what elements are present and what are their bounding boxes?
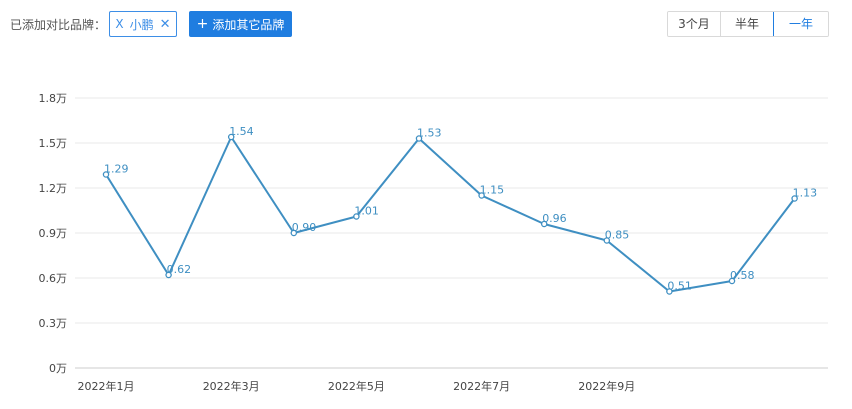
x-tick-label: 2022年3月 [203, 379, 260, 393]
y-tick-label: 0.6万 [39, 272, 68, 285]
data-point [666, 288, 673, 295]
x-tick-label: 2022年7月 [453, 379, 510, 393]
data-point [728, 277, 736, 285]
time-range-selector: 3个月 半年 一年 [667, 11, 829, 37]
data-label: 0.51 [667, 280, 692, 293]
data-point [227, 133, 235, 141]
range-3-months-button[interactable]: 3个月 [668, 12, 721, 36]
data-label: 1.54 [229, 125, 254, 138]
brand-tag-xiaopeng[interactable]: X 小鹏 ✕ [109, 11, 177, 37]
y-tick-label: 1.5万 [39, 137, 68, 150]
y-tick-label: 0.9万 [39, 227, 68, 240]
x-tick-label: 2022年5月 [328, 379, 385, 393]
brand-tag-prefix: X [115, 17, 124, 31]
data-label: 1.29 [104, 163, 129, 176]
y-tick-label: 0.3万 [39, 317, 68, 330]
data-label: 1.15 [480, 184, 505, 197]
data-point [540, 220, 548, 228]
data-label: 0.96 [542, 212, 567, 225]
plus-icon: + [196, 16, 209, 32]
data-point [353, 213, 360, 220]
y-tick-label: 1.2万 [39, 182, 68, 195]
data-label: 0.58 [730, 269, 755, 282]
chart-toolbar: 已添加对比品牌： X 小鹏 ✕ + 添加其它品牌 3个月 半年 一年 [0, 0, 852, 50]
y-tick-label: 0万 [49, 362, 67, 375]
data-point [102, 171, 110, 178]
data-label: 0.62 [167, 263, 192, 276]
add-brand-label: 添加其它品牌 [212, 17, 285, 32]
data-point [603, 237, 611, 244]
data-point [165, 271, 172, 279]
add-brand-button[interactable]: + 添加其它品牌 [189, 11, 292, 37]
data-point [478, 192, 485, 199]
compare-brands-label: 已添加对比品牌： [10, 18, 107, 32]
data-point [415, 135, 423, 142]
data-label: 0.90 [292, 221, 317, 234]
close-icon[interactable]: ✕ [159, 16, 171, 32]
range-one-year-button[interactable]: 一年 [773, 12, 828, 36]
y-tick-label: 1.8万 [39, 92, 68, 105]
x-tick-label: 2022年1月 [78, 379, 135, 393]
brand-tag-name: 小鹏 [129, 17, 154, 32]
data-point [290, 229, 298, 237]
data-label: 1.13 [793, 187, 818, 200]
data-label: 0.85 [605, 229, 630, 242]
data-label: 1.01 [354, 205, 379, 218]
series-line [105, 136, 796, 293]
data-label: 1.53 [417, 127, 442, 140]
data-point [791, 195, 798, 202]
x-tick-label: 2022年9月 [578, 379, 635, 393]
